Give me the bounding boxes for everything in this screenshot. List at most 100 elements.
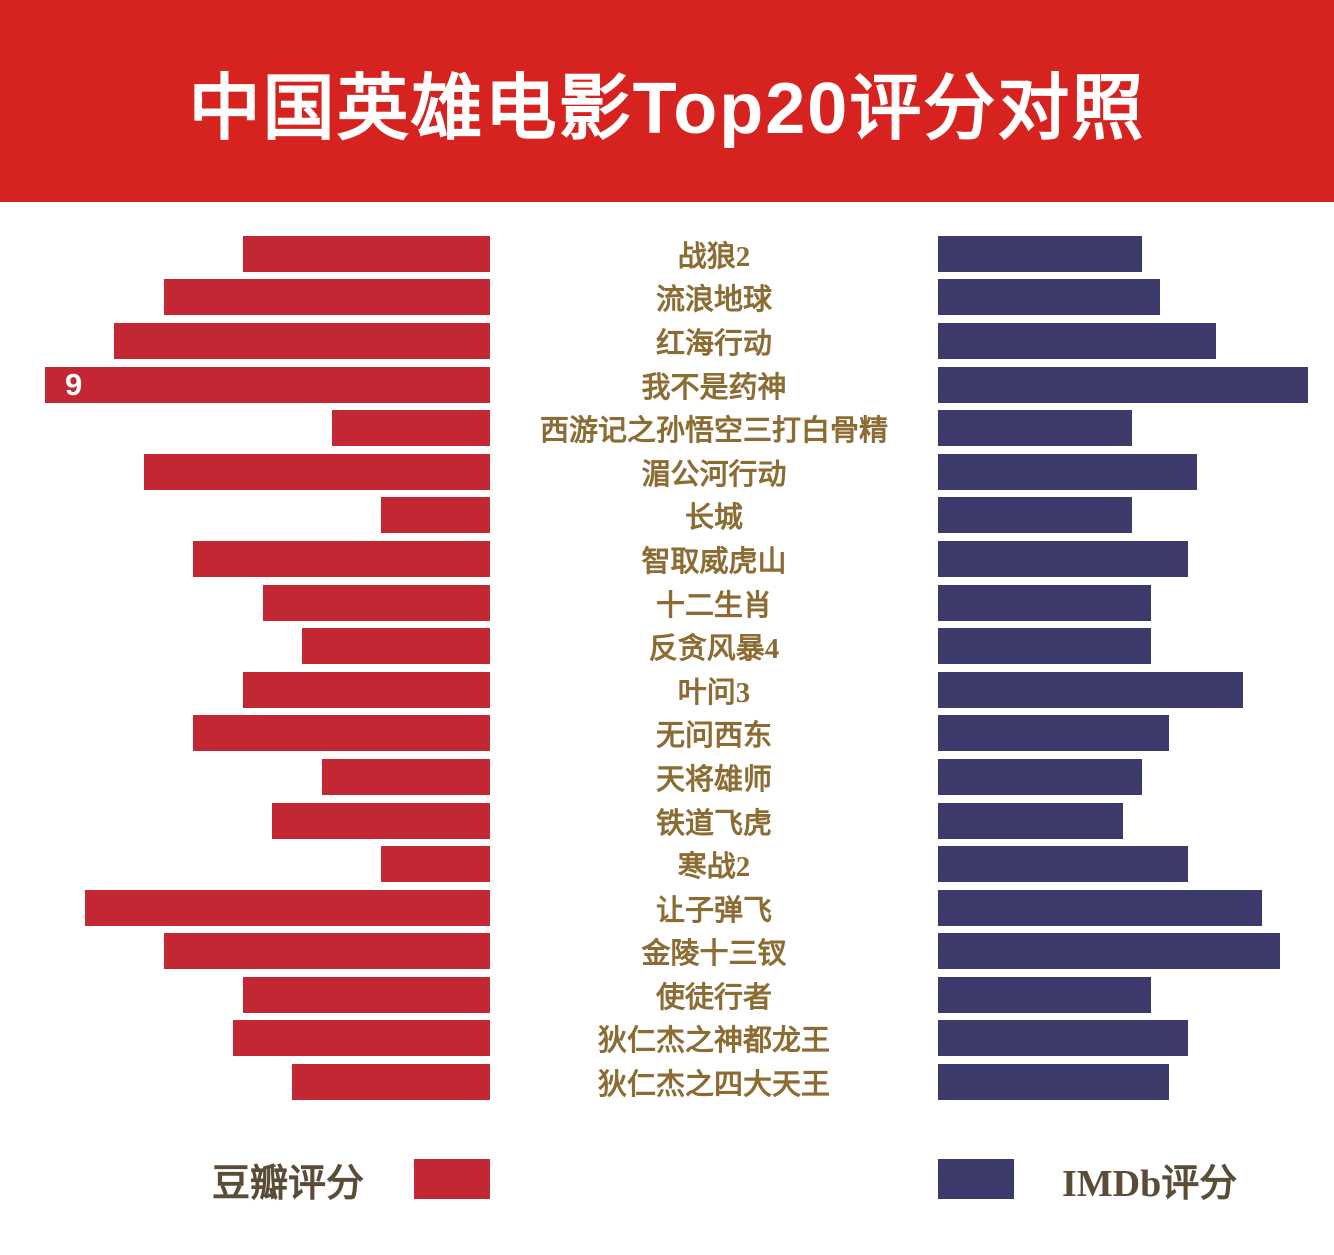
movie-label-cell: 天将雄师 <box>490 755 938 799</box>
movie-row: 长城 <box>0 494 1334 538</box>
imdb-bar-cell <box>938 537 1334 581</box>
douban-bar-cell <box>0 232 490 276</box>
movie-row: 反贪风暴4 <box>0 624 1334 668</box>
movie-title: 狄仁杰之神都龙王 <box>597 1025 830 1058</box>
douban-bar-cell <box>0 406 490 450</box>
infographic-page: 中国英雄电影Top20评分对照 战狼2 流浪地球 <box>0 0 1334 1207</box>
imdb-rating-bar <box>938 497 1132 534</box>
imdb-rating-bar <box>938 1020 1188 1057</box>
imdb-bar-cell <box>938 755 1334 799</box>
douban-rating-bar <box>164 279 490 316</box>
movie-title: 智取威虎山 <box>641 545 787 578</box>
imdb-bar-cell <box>938 450 1334 494</box>
douban-rating-bar <box>243 671 490 708</box>
imdb-rating-bar <box>938 802 1123 839</box>
imdb-rating-bar <box>938 758 1142 795</box>
movie-label-cell: 流浪地球 <box>490 276 938 320</box>
imdb-rating-bar <box>938 976 1151 1013</box>
imdb-bar-cell <box>938 668 1334 712</box>
imdb-bar-cell <box>938 973 1334 1017</box>
douban-bar-cell <box>0 1017 490 1061</box>
douban-bar-cell <box>0 668 490 712</box>
movie-title: 叶问3 <box>677 676 751 709</box>
movie-title: 让子弹飞 <box>655 894 772 927</box>
movie-row: 无问西东 <box>0 712 1334 756</box>
douban-bar-cell <box>0 494 490 538</box>
douban-rating-bar <box>114 322 490 359</box>
imdb-rating-bar <box>938 322 1216 359</box>
imdb-rating-bar <box>938 671 1243 708</box>
movie-row: 狄仁杰之四大天王 <box>0 1060 1334 1104</box>
movie-label-cell: 寒战2 <box>490 842 938 886</box>
imdb-rating-bar <box>938 540 1188 577</box>
movie-title: 寒战2 <box>677 851 751 884</box>
movie-title: 天将雄师 <box>655 763 772 796</box>
douban-bar-value-label: 9 <box>65 367 83 403</box>
legend-imdb-swatch <box>938 1159 1014 1200</box>
movie-row: 天将雄师 <box>0 755 1334 799</box>
movie-row: 湄公河行动 <box>0 450 1334 494</box>
douban-bar-cell <box>0 886 490 930</box>
imdb-rating-bar <box>938 235 1142 272</box>
movie-row: 9 我不是药神 <box>0 363 1334 407</box>
imdb-rating-bar <box>938 628 1151 665</box>
movie-label-cell: 战狼2 <box>490 232 938 276</box>
movie-row: 铁道飞虎 <box>0 799 1334 843</box>
douban-rating-bar <box>332 410 490 447</box>
movie-title: 我不是药神 <box>641 371 787 404</box>
douban-bar-cell <box>0 1060 490 1104</box>
movie-title: 长城 <box>684 502 743 535</box>
imdb-rating-bar <box>938 715 1169 752</box>
imdb-bar-cell <box>938 799 1334 843</box>
movie-title: 西游记之孙悟空三打白骨精 <box>539 415 888 448</box>
legend-imdb: IMDb评分 <box>938 1152 1334 1207</box>
movie-title: 铁道飞虎 <box>655 807 772 840</box>
imdb-rating-bar <box>938 453 1197 490</box>
movie-label-cell: 使徒行者 <box>490 973 938 1017</box>
douban-rating-bar <box>272 802 490 839</box>
imdb-bar-cell <box>938 494 1334 538</box>
imdb-bar-cell <box>938 406 1334 450</box>
douban-rating-bar <box>144 453 490 490</box>
douban-bar-cell <box>0 450 490 494</box>
imdb-rating-bar <box>938 279 1160 316</box>
movie-label-cell: 金陵十三钗 <box>490 930 938 974</box>
movie-row: 寒战2 <box>0 842 1334 886</box>
legend-douban-swatch <box>414 1159 490 1200</box>
movie-label-cell: 无问西东 <box>490 712 938 756</box>
movie-label-cell: 西游记之孙悟空三打白骨精 <box>490 406 938 450</box>
movie-row: 战狼2 <box>0 232 1334 276</box>
movie-title: 红海行动 <box>655 327 772 360</box>
movie-row: 金陵十三钗 <box>0 930 1334 974</box>
movie-label-cell: 狄仁杰之四大天王 <box>490 1060 938 1104</box>
movie-label-cell: 叶问3 <box>490 668 938 712</box>
movie-title: 金陵十三钗 <box>641 938 787 971</box>
douban-rating-bar <box>322 758 490 795</box>
imdb-bar-cell <box>938 276 1334 320</box>
movie-label-cell: 智取威虎山 <box>490 537 938 581</box>
imdb-bar-cell <box>938 1060 1334 1104</box>
movie-label-cell: 十二生肖 <box>490 581 938 625</box>
imdb-bar-cell <box>938 842 1334 886</box>
legend-imdb-label: IMDb评分 <box>1062 1162 1238 1205</box>
douban-rating-bar <box>164 933 490 970</box>
douban-rating-bar <box>381 497 490 534</box>
movie-title: 无问西东 <box>655 720 772 753</box>
chart-title: 中国英雄电影Top20评分对照 <box>188 68 1146 149</box>
imdb-bar-cell <box>938 624 1334 668</box>
douban-bar-cell <box>0 755 490 799</box>
imdb-rating-bar <box>938 846 1188 883</box>
rating-comparison-chart: 战狼2 流浪地球 红海行动 <box>0 202 1334 1207</box>
chart-rows: 战狼2 流浪地球 红海行动 <box>0 232 1334 1104</box>
douban-bar-cell <box>0 537 490 581</box>
douban-bar-cell <box>0 319 490 363</box>
douban-rating-bar <box>381 846 490 883</box>
douban-bar-cell: 9 <box>0 363 490 407</box>
movie-label-cell: 反贪风暴4 <box>490 624 938 668</box>
movie-row: 智取威虎山 <box>0 537 1334 581</box>
movie-title: 十二生肖 <box>655 589 772 622</box>
movie-row: 红海行动 <box>0 319 1334 363</box>
movie-label-cell: 让子弹飞 <box>490 886 938 930</box>
imdb-bar-cell <box>938 319 1334 363</box>
movie-title: 战狼2 <box>677 240 751 273</box>
